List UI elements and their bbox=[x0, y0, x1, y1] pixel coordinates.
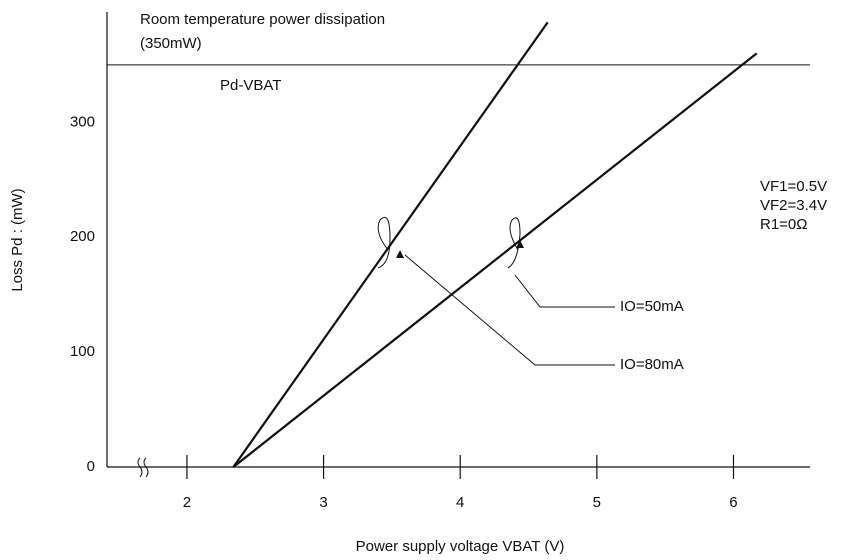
series-line bbox=[232, 21, 549, 468]
break-mark bbox=[143, 457, 149, 478]
curl bbox=[377, 216, 391, 269]
legend-label: IO=80mA bbox=[620, 356, 684, 373]
series-line bbox=[232, 52, 758, 468]
y-tick-label: 100 bbox=[70, 343, 95, 360]
y-axis-title: Loss Pd : (mW) bbox=[9, 188, 26, 291]
legend-label: IO=50mA bbox=[620, 298, 684, 315]
y-tick-label: 0 bbox=[87, 458, 95, 475]
annotation: VF2=3.4V bbox=[760, 197, 827, 214]
x-axis-title: Power supply voltage VBAT (V) bbox=[356, 538, 565, 555]
leaders bbox=[377, 216, 615, 366]
x-tick-label: 3 bbox=[319, 494, 327, 511]
y-tick-label: 200 bbox=[70, 228, 95, 245]
leader-line bbox=[404, 254, 615, 366]
annotation: R1=0Ω bbox=[760, 216, 808, 233]
reference-label: (350mW) bbox=[140, 35, 202, 52]
curl bbox=[507, 217, 521, 269]
x-tick-label: 6 bbox=[729, 494, 737, 511]
annotation: VF1=0.5V bbox=[760, 178, 827, 195]
x-tick-label: 5 bbox=[593, 494, 601, 511]
arrowhead bbox=[396, 250, 404, 258]
x-tick-label: 4 bbox=[456, 494, 464, 511]
axis-break bbox=[137, 457, 149, 478]
y-tick-label: 300 bbox=[70, 113, 95, 130]
break-mark bbox=[137, 457, 143, 478]
x-tick-label: 2 bbox=[183, 494, 191, 511]
plot-frame bbox=[106, 12, 810, 468]
reference-label: Room temperature power dissipation bbox=[140, 11, 385, 28]
arrowhead bbox=[516, 240, 524, 248]
leader-line bbox=[514, 274, 615, 308]
curve-label: Pd-VBAT bbox=[220, 77, 281, 94]
